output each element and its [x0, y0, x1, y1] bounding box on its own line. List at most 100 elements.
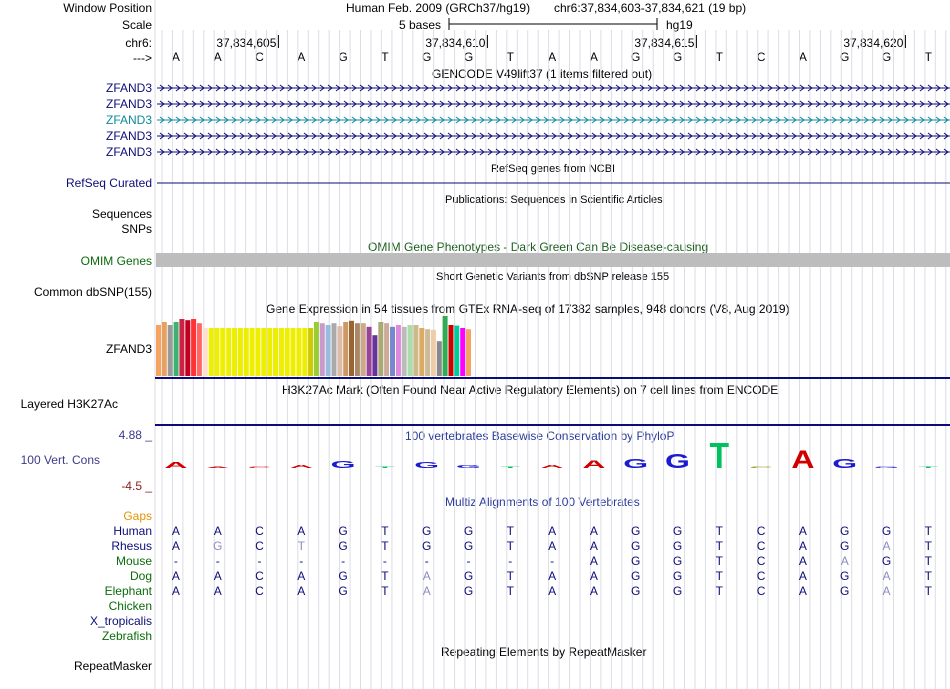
- alignment-base: A: [172, 524, 180, 538]
- scale-label: Scale: [121, 18, 152, 32]
- sequence-base: G: [881, 50, 892, 64]
- gaps-label[interactable]: Gaps: [123, 509, 152, 523]
- alignment-base: T: [507, 524, 515, 538]
- phylop-base-glyph: A: [541, 464, 564, 469]
- scale-bar: [448, 18, 658, 30]
- gtex-tissue-bar: [337, 326, 343, 376]
- gtex-tissue-bar: [466, 329, 471, 376]
- phylop-base-glyph: A: [582, 458, 605, 471]
- species-label[interactable]: Dog: [129, 569, 152, 583]
- alignment-base: T: [925, 554, 933, 568]
- dbsnp-title[interactable]: Short Genetic Variants from dbSNP releas…: [436, 271, 670, 283]
- alignment-base: A: [297, 584, 305, 598]
- sequence-base: C: [756, 50, 766, 64]
- gtex-tissue-bar: [319, 323, 325, 376]
- alignment-base: -: [174, 554, 178, 568]
- alignment-base: A: [214, 569, 222, 583]
- gencode-transcripts: [157, 84, 950, 156]
- species-label[interactable]: Zebrafish: [101, 629, 152, 643]
- gencode-transcript-label[interactable]: ZFAND3: [105, 81, 152, 95]
- gtex-tissue-bar: [249, 328, 255, 376]
- sequence-base: A: [297, 50, 306, 64]
- species-label[interactable]: Mouse: [115, 554, 152, 568]
- vert-cons-label[interactable]: 100 Vert. Cons: [20, 453, 100, 467]
- alignment-base: G: [464, 539, 473, 553]
- gtex-tissue-bar: [179, 319, 185, 376]
- species-label[interactable]: Elephant: [104, 584, 152, 598]
- gtex-tissue-bar: [354, 323, 360, 376]
- gencode-title[interactable]: GENCODE V49lift37 (1 items filtered out): [432, 67, 653, 81]
- phylop-base-glyph: G: [331, 459, 356, 471]
- alignment-base: G: [840, 539, 849, 553]
- alignment-base: G: [840, 584, 849, 598]
- common-dbsnp-label[interactable]: Common dbSNP(155): [33, 285, 152, 299]
- alignment-base: A: [172, 539, 180, 553]
- alignment-base: A: [590, 584, 598, 598]
- gtex-tissue-bar: [413, 325, 419, 376]
- h3k27ac-label[interactable]: Layered H3K27Ac: [20, 397, 118, 411]
- alignment-base: G: [673, 524, 682, 538]
- ruler-tick-label: 37,834,610: [425, 36, 486, 50]
- alignment-base: A: [172, 584, 180, 598]
- gtex-tissue-bar: [384, 323, 390, 376]
- phylop-base-glyph: A: [290, 464, 313, 469]
- alignment-base: G: [882, 524, 891, 538]
- chromosome-label: chr6:: [125, 36, 152, 50]
- gtex-tissue-bar: [278, 328, 284, 376]
- omim-genes-label[interactable]: OMIM Genes: [80, 254, 152, 268]
- gencode-transcript-label[interactable]: ZFAND3: [105, 145, 152, 159]
- publications-title[interactable]: Publications: Sequences in Scientific Ar…: [445, 194, 663, 206]
- refseq-curated-label[interactable]: RefSeq Curated: [65, 176, 152, 190]
- phylop-title[interactable]: 100 vertebrates Basewise Conservation by…: [405, 429, 675, 443]
- alignment-base: A: [214, 584, 222, 598]
- sequences-label[interactable]: Sequences: [91, 207, 152, 221]
- repeatmasker-label[interactable]: RepeatMasker: [73, 659, 152, 673]
- alignment-base: A: [590, 554, 598, 568]
- refseq-title[interactable]: RefSeq genes from NCBI: [491, 163, 616, 175]
- gtex-tissue-bar: [407, 325, 413, 376]
- alignment-base: -: [425, 554, 429, 568]
- alignment-base: G: [840, 524, 849, 538]
- phylop-base-glyph: T: [919, 466, 939, 468]
- multiz-title[interactable]: Multiz Alignments of 100 Vertebrates: [445, 495, 640, 509]
- alignment-base: T: [381, 569, 389, 583]
- sequence-base: T: [381, 50, 389, 64]
- gtex-gene-label[interactable]: ZFAND3: [105, 342, 152, 356]
- sequence-base: T: [924, 50, 932, 64]
- gencode-transcript-label[interactable]: ZFAND3: [105, 97, 152, 111]
- alignment-base: A: [548, 524, 556, 538]
- phylop-base-glyph: A: [791, 446, 814, 474]
- alignment-base: A: [799, 584, 807, 598]
- h3k27ac-title[interactable]: H3K27Ac Mark (Often Found Near Active Re…: [282, 383, 779, 397]
- alignment-base: A: [841, 554, 849, 568]
- sequence-base: A: [171, 50, 180, 64]
- gencode-transcript-label[interactable]: ZFAND3: [105, 129, 152, 143]
- alignment-base: T: [925, 584, 933, 598]
- repeatmasker-title[interactable]: Repeating Elements by RepeatMasker: [441, 645, 647, 659]
- alignment-base: G: [464, 584, 473, 598]
- gtex-tissue-bar: [273, 328, 278, 376]
- gtex-tissue-bar: [156, 325, 161, 376]
- alignment-base: -: [299, 554, 303, 568]
- sequence-base: G: [463, 50, 474, 64]
- alignment-base: T: [716, 569, 724, 583]
- alignment-base: G: [422, 524, 431, 538]
- species-label[interactable]: Rhesus: [111, 539, 152, 553]
- phylop-base-glyph: T: [375, 466, 395, 468]
- gencode-transcript-label[interactable]: ZFAND3: [105, 113, 152, 127]
- scale-assembly-text: hg19: [666, 18, 693, 32]
- alignment-base: G: [464, 524, 473, 538]
- strand-chevrons: [159, 84, 949, 92]
- snps-label[interactable]: SNPs: [121, 222, 152, 236]
- gtex-tissue-bar: [419, 328, 425, 376]
- gtex-tissue-bar: [390, 326, 395, 376]
- species-label[interactable]: X_tropicalis: [89, 614, 152, 628]
- species-label[interactable]: Human: [113, 524, 152, 538]
- alignment-base: C: [757, 524, 766, 538]
- alignment-base: G: [213, 539, 222, 553]
- gtex-tissue-bar: [261, 328, 267, 376]
- sequence-base: G: [840, 50, 850, 64]
- species-label[interactable]: Chicken: [108, 599, 152, 613]
